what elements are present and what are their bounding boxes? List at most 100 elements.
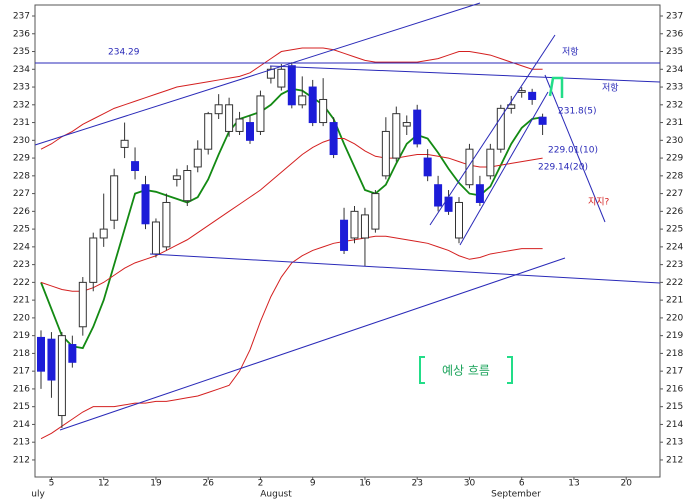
y-tick-label: 237 (666, 12, 683, 22)
y-tick-label: 226 (666, 207, 683, 217)
candle-body (329, 122, 338, 156)
annotation: 예상 흐름 (442, 364, 490, 378)
y-tick-label: 219 (666, 331, 683, 341)
y-tick-label: 224 (13, 242, 30, 252)
candle-body (246, 122, 254, 141)
candle-body (110, 175, 119, 221)
candle-body (183, 170, 192, 202)
y-tick-label: 233 (666, 83, 683, 93)
candle-body (496, 107, 505, 150)
annotation: 229.14(20) (538, 163, 588, 173)
y-tick-label: 235 (666, 47, 683, 57)
annotation: 저항 (602, 83, 619, 94)
trendline (59, 257, 566, 431)
candle-body (392, 113, 401, 159)
candle-body (528, 91, 537, 100)
y-tick-label: 215 (13, 402, 30, 412)
trendline (459, 91, 549, 246)
y-tick-label: 214 (666, 420, 683, 430)
y-tick-label: 219 (13, 331, 30, 341)
candle-body (131, 161, 140, 172)
x-tick-label: 23 (411, 479, 422, 489)
x-tick-label: 5 (49, 479, 55, 489)
y-tick-label: 216 (13, 384, 30, 394)
y-tick-label: 224 (666, 242, 683, 252)
y-tick-label: 217 (666, 367, 683, 377)
candle-body (455, 201, 463, 239)
y-tick-label: 225 (666, 225, 683, 235)
candle-body (99, 228, 108, 239)
annotation: 229.01(10) (548, 146, 598, 156)
y-tick-label: 236 (13, 29, 30, 39)
y-tick-label: 232 (13, 100, 30, 110)
x-tick-label: 9 (310, 479, 316, 489)
candle-body (277, 68, 286, 88)
x-tick-label: 12 (98, 479, 109, 489)
x-tick-label: 30 (464, 479, 476, 489)
y-tick-label: 220 (666, 313, 683, 323)
y-tick-label: 217 (13, 367, 30, 377)
projection-path (548, 76, 564, 98)
x-tick-label: 13 (568, 479, 579, 489)
candle-body (475, 184, 484, 203)
y-tick-label: 234 (666, 65, 683, 75)
candle-body (423, 157, 432, 177)
candle-body (381, 130, 390, 177)
y-tick-label: 214 (13, 420, 30, 430)
candle-body (120, 139, 129, 148)
y-tick-label: 223 (13, 260, 30, 270)
y-tick-label: 231 (13, 118, 30, 128)
candle-body (402, 122, 411, 127)
y-tick-label: 222 (13, 278, 30, 288)
y-tick-label: 225 (13, 225, 30, 235)
y-tick-label: 234 (13, 65, 30, 75)
y-tick-label: 213 (666, 438, 683, 448)
candle-body (214, 104, 223, 115)
candle-body (89, 237, 98, 283)
candle-body (68, 344, 77, 363)
candle-body (434, 184, 443, 207)
forecast-bracket (507, 356, 513, 384)
x-tick-label: 16 (359, 479, 371, 489)
candle-body (162, 201, 171, 248)
y-tick-label: 226 (13, 207, 30, 217)
y-tick-label: 228 (13, 171, 30, 181)
y-tick-label: 233 (13, 83, 30, 93)
y-tick-label: 232 (666, 100, 683, 110)
y-tick-label: 221 (13, 296, 30, 306)
y-tick-label: 228 (666, 171, 683, 181)
candle-body (360, 214, 369, 239)
y-tick-label: 215 (666, 402, 683, 412)
y-tick-label: 218 (666, 349, 683, 359)
y-tick-label: 235 (13, 47, 30, 57)
annotation: 231.8(5) (558, 107, 597, 117)
trendline (34, 2, 481, 146)
month-label: uly (31, 490, 45, 500)
overlay-line (40, 138, 543, 292)
y-tick-label: 223 (666, 260, 683, 270)
candle-body (57, 335, 66, 417)
x-tick-label: 2 (258, 479, 264, 489)
y-tick-label: 222 (666, 278, 683, 288)
candle-body (413, 109, 422, 145)
candle-body (517, 90, 526, 93)
candle-body (486, 148, 495, 177)
trendline (149, 253, 661, 284)
candle-body (235, 118, 244, 132)
y-tick-label: 230 (13, 136, 30, 146)
candle-body (172, 175, 181, 180)
candle-body (298, 95, 307, 106)
y-tick-label: 229 (13, 154, 30, 164)
candle-body (287, 65, 296, 106)
candle-body (151, 221, 160, 255)
y-tick-label: 231 (666, 118, 683, 128)
candle-body (350, 210, 359, 239)
projection (419, 76, 564, 384)
overlay-line (40, 235, 543, 440)
y-tick-label: 237 (13, 12, 30, 22)
candle-body (465, 148, 474, 186)
month-label: August (260, 490, 292, 500)
annotation: 234.29 (108, 48, 140, 58)
